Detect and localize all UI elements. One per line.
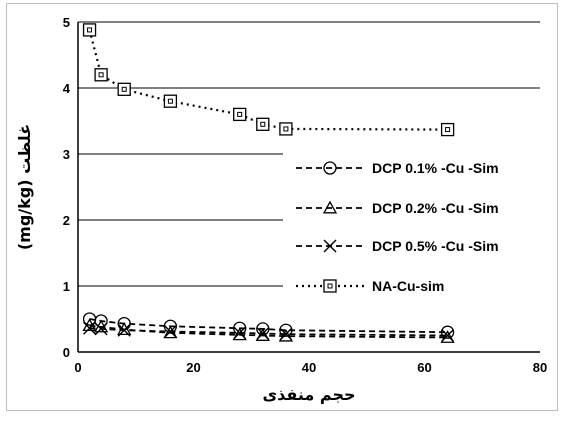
- series-line-3: [88, 29, 448, 131]
- series-2-point-1: [94, 322, 108, 336]
- series-layer: [82, 23, 455, 343]
- series-2-point-5: [256, 327, 270, 341]
- y-tick-label-5: 5: [63, 15, 70, 30]
- y-axis-title: (mg/kg) غلظت: [15, 124, 34, 250]
- series-0-point-6: [279, 323, 293, 337]
- y-tick-label-1: 1: [63, 279, 70, 294]
- series-3-point-4: [233, 107, 247, 122]
- series-3-point-3-inner: [167, 98, 173, 104]
- series-3-point-7-inner: [445, 127, 451, 133]
- series-3-point-2-box: [117, 82, 131, 96]
- legend-label-1: DCP 0.2% -Cu -Sim: [372, 200, 499, 216]
- series-3-point-5: [256, 117, 270, 131]
- legend-marker-3-inner: [327, 283, 333, 289]
- series-3-point-0-inner: [87, 27, 93, 33]
- series-2-point-3-stroke-b: [163, 325, 177, 339]
- series-2-point-2: [117, 323, 131, 337]
- series-3-point-4-inner: [237, 111, 243, 117]
- series-line-2: [89, 327, 448, 337]
- legend-marker-1: [322, 200, 338, 214]
- series-3-point-1: [94, 68, 108, 82]
- series-3-point-1-box: [94, 68, 108, 82]
- series-2-point-7: [441, 329, 455, 342]
- series-3-point-4-box: [233, 107, 247, 122]
- series-1-point-4: [232, 327, 247, 341]
- series-0-point-7: [440, 325, 455, 339]
- series-1-point-2: [117, 322, 132, 336]
- series-2-point-2-stroke-b: [117, 323, 131, 337]
- y-tick-label-2: 2: [63, 213, 70, 228]
- series-3-point-2: [117, 82, 131, 96]
- series-2-point-4: [233, 326, 247, 340]
- series-3-point-5-box: [256, 117, 270, 131]
- legend: DCP 0.1% -Cu -Sim DCP 0.2% -Cu -Sim DCP 0.…: [283, 150, 540, 310]
- series-2-point-0-stroke-b: [83, 321, 97, 335]
- series-2-point-4-stroke-b: [233, 326, 247, 340]
- series-3-point-5-inner: [260, 121, 266, 127]
- y-tick-label-0: 0: [63, 345, 70, 360]
- y-tick-labels: 0 1 2 3 4 5: [63, 15, 71, 360]
- legend-marker-3-box: [323, 279, 337, 293]
- y-tick-label-4: 4: [63, 81, 71, 96]
- series-2-point-3: [163, 325, 177, 339]
- series-3-point-2-inner: [121, 86, 127, 92]
- series-1-point-5: [255, 328, 270, 341]
- series-3-point-3: [163, 94, 178, 108]
- series-2-point-6: [279, 327, 293, 341]
- series-3-point-1-inner: [98, 72, 104, 78]
- series-3-point-7: [440, 122, 455, 137]
- legend-label-0: DCP 0.1% -Cu -Sim: [372, 160, 499, 176]
- x-tick-label-1: 20: [186, 360, 200, 375]
- series-3-point-0-box: [82, 23, 97, 37]
- x-tick-label-3: 60: [417, 360, 431, 375]
- y-tick-label-3: 3: [63, 147, 70, 162]
- series-1-point-6: [278, 328, 294, 342]
- legend-label-3: NA-Cu-sim: [372, 278, 444, 294]
- legend-marker-3: [323, 279, 337, 293]
- legend-marker-0: [323, 161, 337, 175]
- axes: [77, 22, 540, 353]
- series-2-point-7-stroke-b: [441, 329, 455, 342]
- series-2-point-0: [83, 321, 97, 335]
- series-3-point-3-box: [163, 94, 178, 108]
- series-2-point-5-stroke-b: [256, 327, 270, 341]
- legend-label-2: DCP 0.5% -Cu -Sim: [372, 238, 499, 254]
- x-tick-label-0: 0: [74, 360, 81, 375]
- series-3-point-0: [82, 23, 97, 37]
- series-3-point-6-inner: [283, 126, 289, 132]
- series-3-point-6-box: [279, 122, 293, 136]
- series-2-point-1-stroke-b: [94, 322, 108, 336]
- legend-marker-2: [323, 239, 337, 253]
- series-1-point-7: [440, 330, 455, 343]
- legend-marker-2-stroke-b: [323, 239, 337, 253]
- series-3-point-7-box: [440, 122, 455, 137]
- series-2-point-6-stroke-b: [279, 327, 293, 341]
- x-tick-label-4: 80: [533, 360, 547, 375]
- series-3-point-6: [279, 122, 293, 136]
- x-tick-label-2: 40: [302, 360, 316, 375]
- x-axis-title: حجم منفذی: [262, 385, 355, 404]
- x-tick-labels: 0 20 40 60 80: [74, 360, 547, 375]
